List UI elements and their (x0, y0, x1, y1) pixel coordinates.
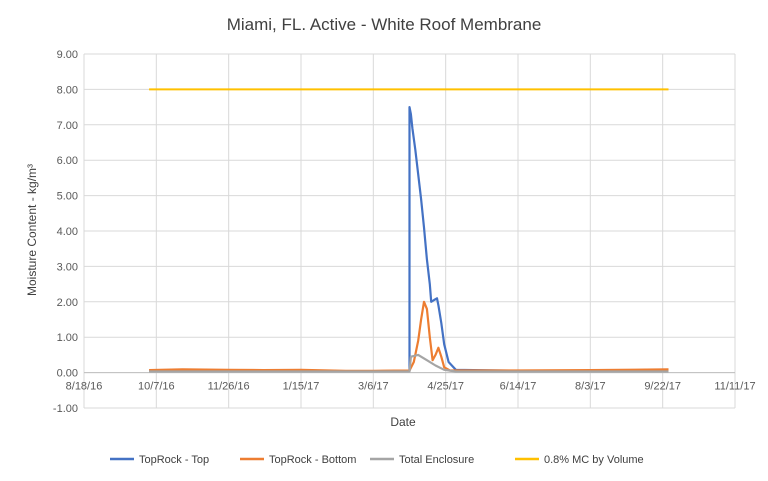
y-axis-label: Moisture Content - kg/m³ (25, 164, 39, 296)
legend-label: TopRock - Top (139, 454, 209, 466)
y-tick-label: 9.00 (57, 49, 78, 61)
x-tick-label: 9/22/17 (644, 381, 681, 393)
legend-item: 0.8% MC by Volume (515, 454, 644, 466)
legend: TopRock - Top TopRock - Bottom Total Enclo… (110, 454, 644, 466)
x-axis-label: Date (390, 415, 416, 429)
x-tick-label: 4/25/17 (427, 381, 464, 393)
y-tick-label: 3.00 (57, 261, 78, 273)
y-tick-label: -1.00 (53, 403, 78, 415)
y-axis-ticks: -1.00 0.00 1.00 2.00 3.00 4.00 5.00 6.00 7.00 8.0… (53, 49, 78, 415)
x-tick-label: 11/26/16 (208, 381, 250, 393)
x-tick-label: 8/18/16 (66, 381, 103, 393)
x-tick-label: 3/6/17 (358, 381, 389, 393)
y-tick-label: 4.00 (57, 226, 78, 238)
legend-item: Total Enclosure (370, 454, 474, 466)
x-tick-label: 10/7/16 (138, 381, 175, 393)
x-tick-label: 8/3/17 (575, 381, 606, 393)
legend-label: TopRock - Bottom (269, 454, 356, 466)
y-tick-label: 1.00 (57, 332, 78, 344)
y-tick-label: 5.00 (57, 191, 78, 203)
legend-item: TopRock - Bottom (240, 454, 356, 466)
series-line-1 (149, 300, 669, 372)
y-tick-label: 0.00 (57, 368, 78, 380)
y-tick-label: 7.00 (57, 120, 78, 132)
legend-label: 0.8% MC by Volume (544, 454, 644, 466)
y-tick-label: 6.00 (57, 155, 78, 167)
y-tick-label: 8.00 (57, 84, 78, 96)
y-tick-label: 2.00 (57, 297, 78, 309)
x-axis-ticks: 8/18/16 10/7/16 11/26/16 1/15/17 3/6/17 4/25/… (66, 381, 756, 393)
chart-title: Miami, FL. Active - White Roof Membrane (227, 15, 542, 34)
legend-label: Total Enclosure (399, 454, 474, 466)
legend-item: TopRock - Top (110, 454, 209, 466)
x-tick-label: 1/15/17 (283, 381, 320, 393)
series-line-2 (149, 353, 669, 373)
x-tick-label: 11/11/17 (714, 381, 755, 393)
x-tick-label: 6/14/17 (500, 381, 537, 393)
series-layer (149, 88, 669, 373)
